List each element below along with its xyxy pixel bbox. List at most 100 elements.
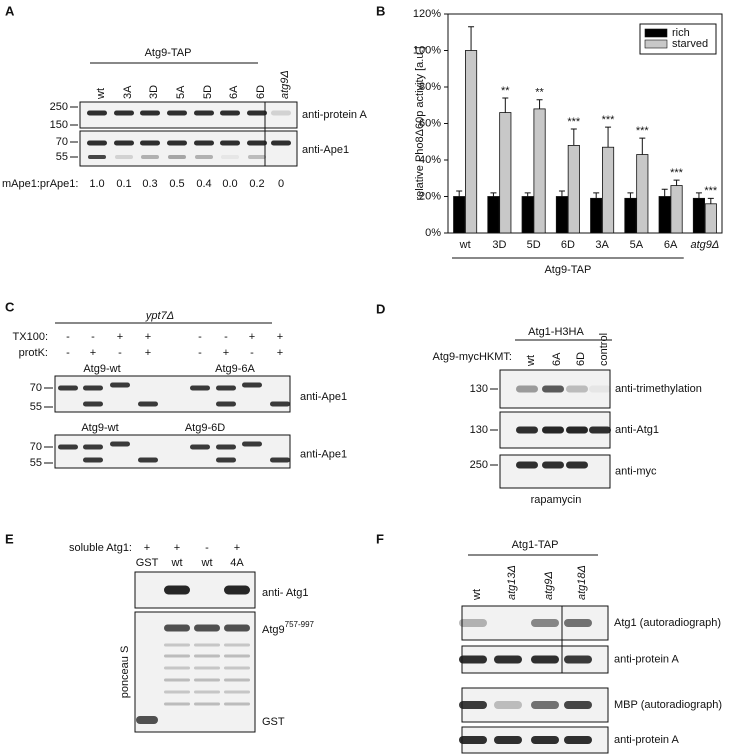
panel-label: A bbox=[5, 3, 15, 18]
bar bbox=[602, 146, 615, 234]
significance: *** bbox=[704, 185, 718, 197]
label: + bbox=[145, 331, 151, 343]
error-bar bbox=[456, 190, 463, 197]
band bbox=[194, 110, 214, 116]
label: 250 bbox=[470, 459, 488, 471]
x-tick-label: 5A bbox=[630, 239, 644, 251]
band bbox=[167, 110, 187, 116]
band bbox=[167, 140, 187, 146]
band bbox=[531, 736, 559, 744]
x-tick-label: wt bbox=[459, 239, 471, 251]
label: + bbox=[234, 542, 240, 554]
band bbox=[194, 654, 220, 658]
y-tick-label: 0% bbox=[425, 227, 441, 239]
label: 0.3 bbox=[142, 178, 157, 190]
significance: *** bbox=[670, 167, 684, 179]
band bbox=[531, 619, 559, 627]
bar bbox=[636, 154, 649, 234]
blot bbox=[134, 611, 256, 733]
label: mApe1:prApe1: bbox=[2, 178, 78, 190]
band bbox=[194, 643, 220, 647]
band bbox=[190, 444, 210, 450]
band bbox=[216, 401, 236, 407]
lane-label: wt bbox=[525, 355, 537, 367]
band bbox=[164, 643, 190, 647]
error-bar bbox=[502, 97, 509, 113]
band bbox=[224, 643, 250, 647]
panel-label: C bbox=[5, 299, 15, 314]
error-bar bbox=[593, 192, 600, 199]
band bbox=[589, 385, 611, 393]
band bbox=[494, 701, 522, 709]
band bbox=[110, 382, 130, 388]
blot bbox=[54, 375, 291, 413]
label: protK: bbox=[19, 347, 48, 359]
label: 70 bbox=[30, 382, 42, 394]
error-bar bbox=[536, 99, 543, 109]
legend-swatch bbox=[644, 28, 668, 38]
band bbox=[83, 385, 103, 391]
band bbox=[242, 382, 262, 388]
label: + bbox=[90, 347, 96, 359]
band bbox=[190, 385, 210, 391]
band bbox=[164, 666, 190, 670]
band bbox=[564, 736, 592, 744]
y-tick-label: 40% bbox=[419, 154, 441, 166]
band bbox=[494, 736, 522, 744]
band-label: Atg9757-997 bbox=[262, 620, 315, 636]
band bbox=[83, 401, 103, 407]
lane-label: wt bbox=[471, 589, 483, 601]
stain-label: ponceau S bbox=[119, 646, 131, 699]
band bbox=[194, 624, 220, 632]
label: anti-Ape1 bbox=[300, 391, 347, 403]
label: - bbox=[198, 331, 202, 343]
label: - bbox=[198, 347, 202, 359]
label: GST bbox=[262, 716, 285, 728]
label: rapamycin bbox=[531, 494, 582, 506]
band bbox=[224, 654, 250, 658]
lane-label: 6A bbox=[228, 85, 240, 99]
lane-label: 5A bbox=[175, 85, 187, 99]
lane-label: atg18Δ bbox=[576, 565, 588, 600]
label: 1.0 bbox=[89, 178, 104, 190]
lane-label: 6D bbox=[575, 352, 587, 366]
legend-swatch bbox=[644, 39, 668, 49]
band bbox=[138, 457, 158, 463]
label: 55 bbox=[30, 401, 42, 413]
label: - bbox=[118, 347, 122, 359]
label: + bbox=[277, 347, 283, 359]
label: Atg1-TAP bbox=[512, 539, 559, 551]
label: - bbox=[91, 331, 95, 343]
panel-label: B bbox=[376, 3, 385, 18]
band bbox=[164, 585, 190, 595]
label: anti- Atg1 bbox=[262, 587, 308, 599]
lane-label: 3D bbox=[148, 85, 160, 99]
band bbox=[564, 701, 592, 709]
label: anti-trimethylation bbox=[615, 383, 702, 395]
band bbox=[566, 461, 588, 469]
label: Atg9-6A bbox=[215, 363, 255, 375]
band bbox=[224, 678, 250, 682]
band bbox=[136, 716, 158, 724]
label: - bbox=[66, 331, 70, 343]
x-tick-label: 6A bbox=[664, 239, 678, 251]
band bbox=[564, 619, 592, 627]
label: 130 bbox=[470, 383, 488, 395]
bar bbox=[658, 196, 671, 234]
label: Atg9-TAP bbox=[145, 47, 192, 59]
band bbox=[195, 155, 213, 159]
significance: ** bbox=[501, 85, 510, 97]
label: - bbox=[250, 347, 254, 359]
band bbox=[87, 110, 107, 116]
label: soluble Atg1: bbox=[69, 542, 132, 554]
band bbox=[272, 155, 290, 159]
panel-label: F bbox=[376, 531, 384, 546]
error-bar bbox=[570, 128, 577, 146]
label: - bbox=[205, 542, 209, 554]
panel-label: E bbox=[5, 531, 14, 546]
band bbox=[516, 385, 538, 393]
legend-entry: rich bbox=[672, 27, 690, 39]
bar bbox=[499, 112, 512, 234]
band bbox=[194, 666, 220, 670]
label: 70 bbox=[30, 441, 42, 453]
